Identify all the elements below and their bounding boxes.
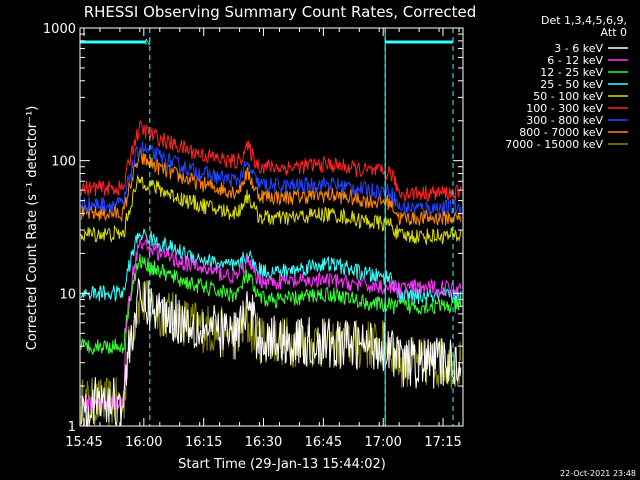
plot-frame [79,27,464,427]
legend-header-line: Att 0 [601,26,627,39]
legend-label: 50 - 100 keV [533,90,603,103]
series-trace [80,141,462,218]
legend-label: 3 - 6 keV [554,42,603,55]
x-axis-label: Start Time (29-Jan-13 15:44:02) [178,457,386,472]
series-trace [80,279,462,427]
series-trace [80,277,462,428]
y-tick-label: 10 [59,287,76,302]
series-trace [80,237,462,411]
x-tick-label: 16:30 [245,435,282,450]
legend-label: 100 - 300 keV [526,102,603,115]
x-tick-label: 16:45 [305,435,342,450]
legend-header-line: Det 1,3,4,5,6,9, [541,14,627,27]
y-tick-label: 100 [51,155,76,170]
legend-label: 25 - 50 keV [540,78,603,91]
y-tick-label: 1000 [43,22,76,37]
legend-label: 12 - 25 keV [540,66,603,79]
x-tick-label: 17:00 [364,435,401,450]
timestamp-footer: 22-Oct-2021 23:48 [560,469,636,478]
series-trace [80,150,462,226]
plot-markers: N [80,28,454,426]
flag-label-0: N [145,38,151,47]
x-tick-label: 15:45 [65,435,102,450]
y-tick-label: 1 [68,420,76,435]
legend-label: 7000 - 15000 keV [505,138,603,151]
series-trace [80,253,462,355]
chart-title: RHESSI Observing Summary Count Rates, Co… [84,3,477,21]
x-tick-label: 16:00 [125,435,162,450]
y-axis-label: Corrected Count Rate (s⁻¹ detector⁻¹) [25,106,40,351]
series-trace [80,120,462,203]
axes: 15:45 16:00 16:15 16:30 16:45 17:00 17:15 1 10 10… [43,22,463,450]
legend-label: 300 - 800 keV [526,114,603,127]
series-trace [80,174,462,246]
legend-label: 6 - 12 keV [547,54,603,67]
x-tick-label: 17:15 [424,435,461,450]
x-tick-label: 16:15 [185,435,222,450]
plot-traces [80,120,462,428]
legend-label: 800 - 7000 keV [519,126,603,139]
